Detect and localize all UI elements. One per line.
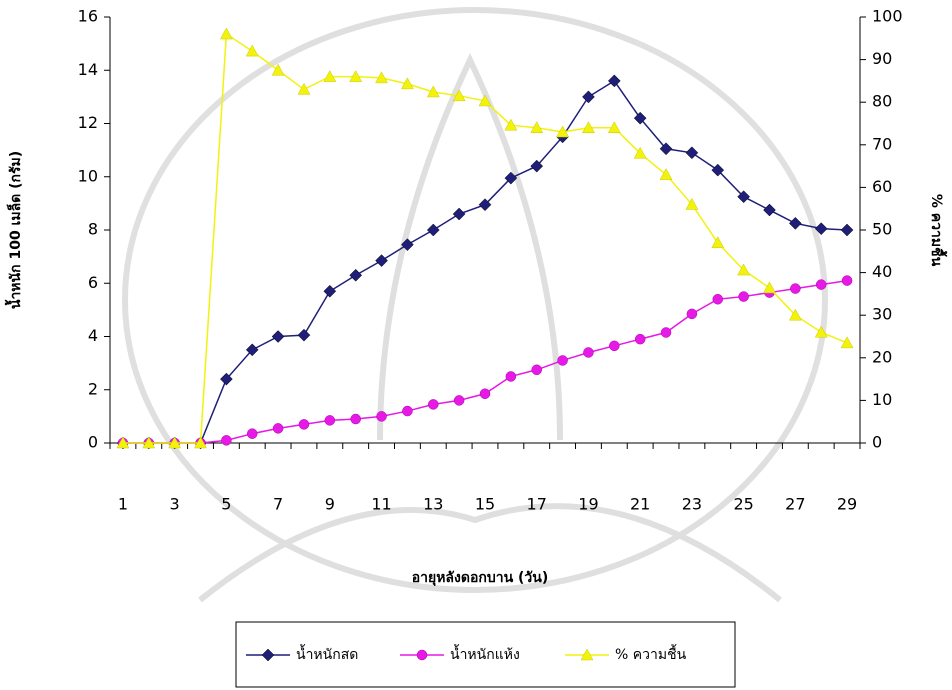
data-point	[350, 269, 362, 281]
y-axis-title: น้ำหนัก 100 เมล็ด (กรัม)	[4, 151, 24, 309]
y2-tick-label: 60	[872, 177, 892, 196]
x-tick-label: 13	[423, 495, 443, 514]
data-point	[273, 423, 283, 433]
y2-tick-label: 100	[872, 7, 903, 26]
data-point	[480, 389, 490, 399]
data-point	[298, 329, 310, 341]
data-point	[453, 208, 465, 220]
data-point	[272, 331, 284, 343]
data-point	[221, 435, 231, 445]
x-tick-label: 29	[837, 495, 857, 514]
data-point	[635, 334, 645, 344]
y2-axis-title: % ความชื้น	[928, 194, 948, 267]
data-point	[661, 328, 671, 338]
chart: อายุหลังดอกบาน (วัน) น้ำหนัก 100 เมล็ด (…	[0, 0, 952, 690]
data-point	[842, 276, 852, 286]
data-point	[790, 284, 800, 294]
y2-tick-label: 20	[872, 347, 892, 366]
data-point	[351, 414, 361, 424]
legend-label: น้ำหนักแห้ง	[450, 644, 520, 663]
y-tick-label: 4	[88, 326, 98, 345]
legend-label: น้ำหนักสด	[296, 644, 358, 663]
legend-label: % ความชื้น	[615, 644, 687, 663]
x-tick-label: 21	[630, 495, 650, 514]
data-point	[609, 341, 619, 351]
y-tick-label: 8	[88, 220, 98, 239]
data-point	[298, 83, 310, 94]
y2-tick-label: 90	[872, 49, 892, 68]
data-point	[246, 45, 258, 56]
data-point	[816, 280, 826, 290]
data-point	[325, 415, 335, 425]
y2-tick-label: 30	[872, 305, 892, 324]
series-line	[123, 281, 847, 443]
data-point	[739, 292, 749, 302]
x-tick-label: 1	[118, 495, 128, 514]
y-tick-label: 14	[78, 60, 98, 79]
y-tick-label: 0	[88, 433, 98, 452]
data-point	[763, 204, 775, 216]
y2-tick-label: 50	[872, 220, 892, 239]
x-axis-title: อายุหลังดอกบาน (วัน)	[412, 570, 549, 586]
data-point	[558, 355, 568, 365]
y2-tick-label: 0	[872, 433, 882, 452]
data-point	[428, 399, 438, 409]
x-tick-label: 17	[527, 495, 547, 514]
x-tick-label: 7	[273, 495, 283, 514]
x-tick-label: 25	[733, 495, 753, 514]
data-point	[712, 237, 724, 248]
x-tick-label: 27	[785, 495, 805, 514]
y2-tick-label: 70	[872, 134, 892, 153]
data-point	[687, 309, 697, 319]
data-point	[247, 429, 257, 439]
data-point	[377, 411, 387, 421]
x-tick-label: 9	[325, 495, 335, 514]
data-point	[841, 224, 853, 236]
y-tick-label: 12	[78, 113, 98, 132]
data-point	[427, 86, 439, 97]
data-point	[789, 217, 801, 229]
y2-tick-label: 80	[872, 92, 892, 111]
data-point	[763, 282, 775, 293]
data-point	[454, 395, 464, 405]
data-point	[324, 285, 336, 297]
data-point	[427, 224, 439, 236]
y2-tick-label: 10	[872, 390, 892, 409]
data-point	[582, 91, 594, 103]
data-point	[532, 365, 542, 375]
x-tick-label: 15	[475, 495, 495, 514]
data-point	[402, 406, 412, 416]
legend-swatch-marker	[417, 650, 427, 660]
data-point	[841, 337, 853, 348]
data-point	[299, 419, 309, 429]
x-tick-label: 5	[221, 495, 231, 514]
y-tick-label: 6	[88, 273, 98, 292]
data-point	[506, 371, 516, 381]
data-point	[376, 255, 388, 267]
y-tick-label: 2	[88, 379, 98, 398]
y2-tick-label: 40	[872, 262, 892, 281]
y-tick-label: 10	[78, 166, 98, 185]
data-point	[583, 347, 593, 357]
data-point	[608, 75, 620, 87]
data-point	[220, 28, 232, 39]
data-point	[686, 147, 698, 159]
y-tick-label: 16	[78, 7, 98, 26]
x-tick-label: 11	[371, 495, 391, 514]
x-tick-label: 19	[578, 495, 598, 514]
data-point	[713, 294, 723, 304]
x-tick-label: 23	[682, 495, 702, 514]
x-tick-label: 3	[170, 495, 180, 514]
